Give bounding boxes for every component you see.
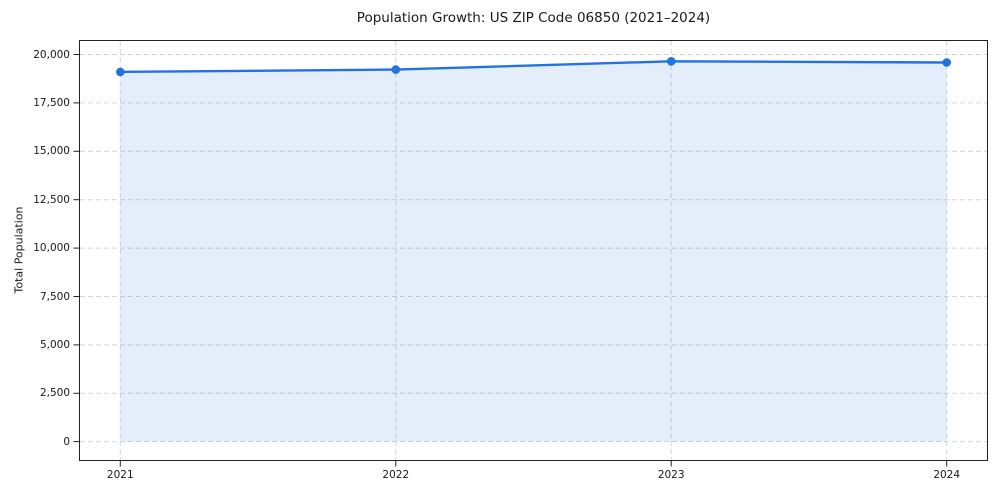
y-tick-label: 2,500 (39, 387, 70, 400)
x-tick-label: 2021 (106, 469, 134, 481)
y-tick-label: 15,000 (33, 145, 70, 158)
plot-border (79, 40, 988, 461)
y-tick-label: 5,000 (39, 338, 70, 351)
data-point (116, 67, 125, 77)
chart-svg (73, 40, 988, 467)
y-tick-label: 20,000 (33, 48, 70, 61)
plot-area (73, 40, 988, 467)
data-point (666, 57, 676, 66)
x-tick-label: 2023 (657, 469, 685, 481)
x-tick-label: 2022 (382, 469, 410, 481)
y-tick-label: 7,500 (39, 290, 70, 303)
x-axis-ticks: 2021 2022 2023 2024 (79, 468, 988, 484)
y-tick-label: 10,000 (33, 242, 70, 255)
data-point (942, 58, 951, 67)
area-fill (120, 61, 947, 442)
chart-title: Population Growth: US ZIP Code 06850 (20… (356, 10, 711, 26)
y-tick-label: 12,500 (33, 193, 70, 206)
data-line (119, 60, 948, 74)
y-tick-label: 17,500 (33, 96, 70, 109)
y-axis-ticks: 0 2,500 5,000 7,500 10,000 12,500 15,000 17,500… (0, 40, 79, 461)
y-tick-label: 0 (63, 435, 70, 448)
data-point (391, 65, 401, 74)
x-tick-label: 2024 (933, 469, 961, 481)
